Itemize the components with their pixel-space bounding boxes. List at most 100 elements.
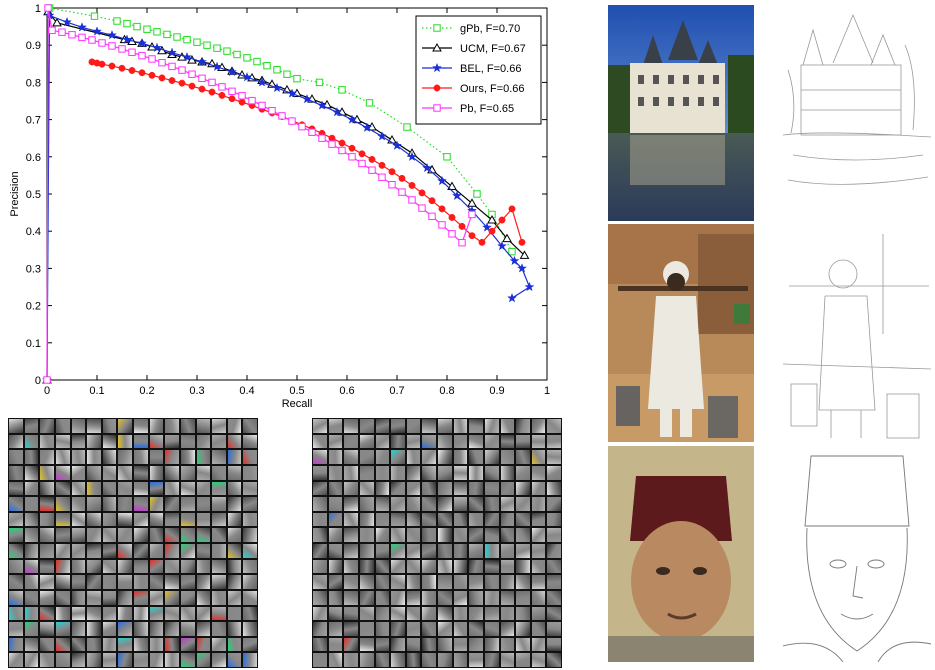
filter-tile [71,653,86,667]
filter-tile [196,450,211,464]
filter-tile [453,465,468,480]
filter-tile [344,419,358,433]
data-point-pb [428,212,436,221]
filter-tile [328,528,343,542]
filter-tile [165,559,179,574]
filter-tile [531,637,546,652]
filter-tile [243,653,257,667]
filter-tile [469,465,483,480]
filter-tile [375,637,390,652]
filter-tile [24,622,39,636]
filter-tile [438,497,452,511]
filter-tile [313,465,327,480]
data-point-bel [436,175,448,186]
data-point-bel [211,61,223,72]
filter-tile [547,450,561,464]
filter-tile [71,450,86,464]
filter-tile [500,419,515,433]
data-point-ours [218,91,226,99]
filter-tile [422,419,436,433]
portrait-image [608,446,754,662]
filter-tile [227,512,242,527]
data-point-pb [118,45,126,53]
data-point-bel [331,106,343,117]
data-point-gpb [223,47,231,55]
filter-tile [149,622,164,636]
filter-tile [24,559,39,574]
data-point-bel [106,29,118,40]
filter-tile [438,575,452,589]
filter-tile [500,544,515,558]
data-point-ours [328,134,336,142]
data-point-gpb [315,78,324,87]
data-point-pb [338,146,346,155]
filter-tile [500,512,515,527]
filter-tile [212,528,226,542]
filter-tile [102,497,117,511]
filter-tile [328,544,343,558]
data-point-ucm [502,233,512,243]
filter-tile [469,528,483,542]
filter-tile [149,497,164,511]
filter-tile [180,481,195,496]
filter-tile [484,481,499,496]
filter-tile [438,512,452,527]
data-point-pb [318,134,326,142]
filter-tile [469,450,483,464]
data-point-gpb [173,33,181,41]
data-point-gpb [123,19,131,28]
filter-tile [313,575,327,589]
filter-tile [422,575,436,589]
data-point-bel [61,16,73,27]
photo-water-carrier [608,224,754,442]
filter-tile [359,450,374,464]
filter-tile [243,512,257,527]
filter-tile [359,465,374,480]
filter-tile [118,544,132,558]
filter-tile [40,450,54,464]
filter-tile [149,544,164,558]
filter-tile [24,606,39,621]
filter-tile [227,544,242,558]
filter-tile [180,465,195,480]
filter-tile [391,481,405,496]
filter-tile [118,512,132,527]
filter-tile [118,559,132,574]
filter-tile [359,575,374,589]
data-point-pb [88,36,96,44]
filter-tile [344,575,358,589]
data-point-gpb [365,99,374,107]
filter-tile [438,481,452,496]
filter-tile [118,434,132,449]
data-point-pb [58,28,66,36]
filter-tile [212,637,226,652]
filter-tile [391,544,405,558]
filter-tile [9,544,23,558]
filter-tile [196,653,211,667]
data-point-ours [208,88,216,96]
filter-tile [313,481,327,496]
data-point-gpb [203,41,211,49]
filter-tile [344,559,358,574]
data-point-gpb [293,74,301,83]
filter-tile [344,590,358,605]
filter-tile [500,575,515,589]
filter-tile [422,622,436,636]
filter-tile [55,637,70,652]
castle-image [608,5,754,221]
x-tick-label: 0 [44,385,50,397]
data-point-pb [438,221,446,229]
filter-tile [165,465,179,480]
filter-tile [118,450,132,464]
y-axis-title: Precision [9,171,21,216]
data-point-pb [468,210,476,219]
filter-tile [328,575,343,589]
filter-tile [422,434,436,449]
filter-tile [359,606,374,621]
filter-tile [375,622,390,636]
filter-tile [438,606,452,621]
filter-tile [359,481,374,496]
filter-tile [118,622,132,636]
data-point-ours [508,205,516,213]
filter-tile [40,653,54,667]
